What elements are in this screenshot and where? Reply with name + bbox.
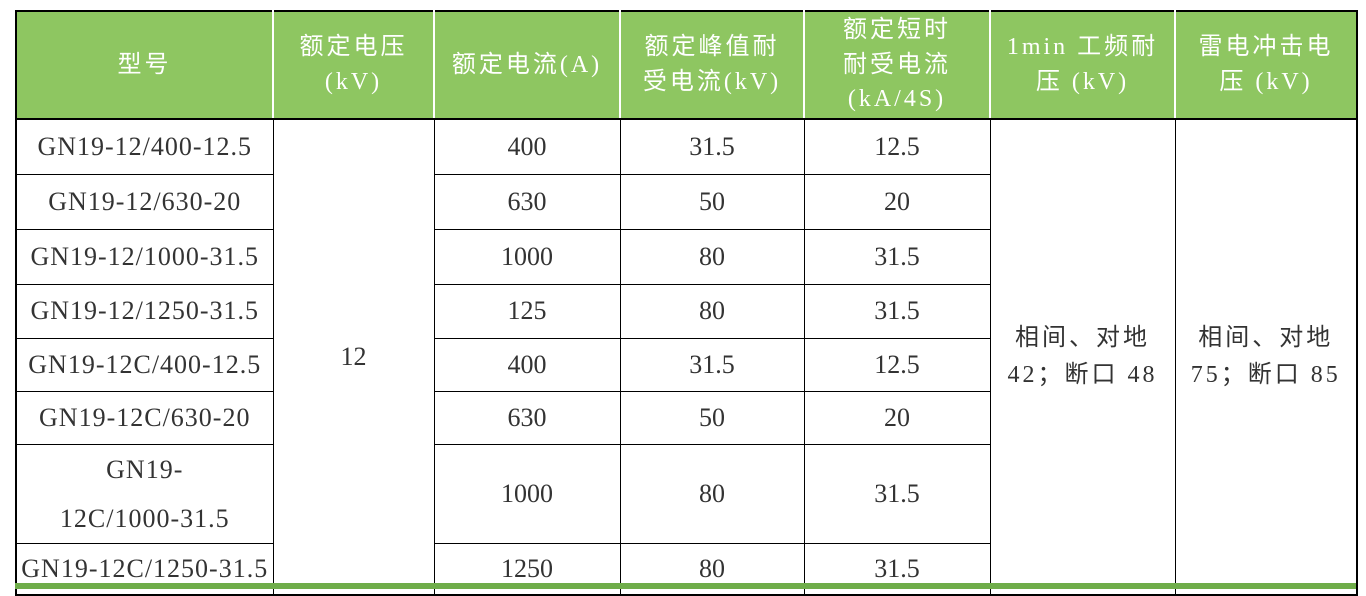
header-cell-lightning: 雷电冲击电 压 (kV) [1174,10,1358,120]
table-bottom-accent-bar [15,583,1356,589]
peak-current-cell: 80 [619,443,805,545]
header-cell-short-time-current: 额定短时 耐受电流 (kA/4S) [803,10,991,120]
spec-table-container: 型号 额定电压 (kV) 额定电流(A) 额定峰值耐 受电流(kV) 额定短时 … [15,10,1358,596]
short-time-current-cell: 12.5 [803,337,991,392]
rated-current-cell: 630 [433,173,621,230]
table-row: GN19-12/400-12.5 12 400 31.5 12.5 相间、对地 … [15,118,1358,596]
short-time-current-cell: 31.5 [803,443,991,545]
rated-current-cell: 1000 [433,228,621,285]
header-cell-rated-voltage: 额定电压 (kV) [272,10,435,120]
spec-table: 型号 额定电压 (kV) 额定电流(A) 额定峰值耐 受电流(kV) 额定短时 … [15,10,1358,596]
peak-current-cell: 31.5 [619,337,805,392]
lightning-merged-cell: 相间、对地 75；断口 85 [1174,118,1358,596]
table-row: GN19- 12C/1000-31.5 1000 80 31.5 [15,443,1357,545]
peak-current-cell: 50 [619,173,805,230]
header-cell-power-freq: 1min 工频耐 压 (kV) [989,10,1176,120]
short-time-current-cell: 31.5 [803,283,991,339]
header-cell-model: 型号 [15,10,274,120]
table-row: GN19-12C/630-20 630 50 20 [15,390,1357,445]
table-header: 型号 额定电压 (kV) 额定电流(A) 额定峰值耐 受电流(kV) 额定短时 … [15,10,1358,120]
model-cell: GN19-12/630-20 [15,173,274,230]
short-time-current-cell: 31.5 [803,228,991,285]
short-time-current-cell: 12.5 [803,118,991,175]
model-cell: GN19-12/1250-31.5 [15,283,274,339]
model-cell: GN19-12/400-12.5 [15,118,274,175]
peak-current-cell: 50 [619,390,805,445]
power-freq-merged-cell: 相间、对地 42；断口 48 [989,118,1176,596]
rated-current-cell: 125 [433,283,621,339]
header-row: 型号 额定电压 (kV) 额定电流(A) 额定峰值耐 受电流(kV) 额定短时 … [15,10,1358,120]
rated-current-cell: 1000 [433,443,621,545]
table-row: GN19-12C/400-12.5 400 31.5 12.5 [15,337,1357,392]
rated-current-cell: 400 [433,118,621,175]
model-cell: GN19-12/1000-31.5 [15,228,274,285]
rated-current-cell: 630 [433,390,621,445]
peak-current-cell: 80 [619,228,805,285]
header-cell-rated-current: 额定电流(A) [433,10,621,120]
peak-current-cell: 80 [619,283,805,339]
model-cell: GN19- 12C/1000-31.5 [15,443,274,545]
rated-voltage-merged-cell: 12 [272,118,435,596]
model-cell: GN19-12C/400-12.5 [15,337,274,392]
short-time-current-cell: 20 [803,173,991,230]
short-time-current-cell: 20 [803,390,991,445]
model-cell: GN19-12C/630-20 [15,390,274,445]
header-cell-peak-withstand: 额定峰值耐 受电流(kV) [619,10,805,120]
rated-current-cell: 400 [433,337,621,392]
table-row: GN19-12/1250-31.5 125 80 31.5 [15,283,1357,339]
peak-current-cell: 31.5 [619,118,805,175]
table-body: GN19-12/400-12.5 12 400 31.5 12.5 相间、对地 … [15,118,1358,596]
